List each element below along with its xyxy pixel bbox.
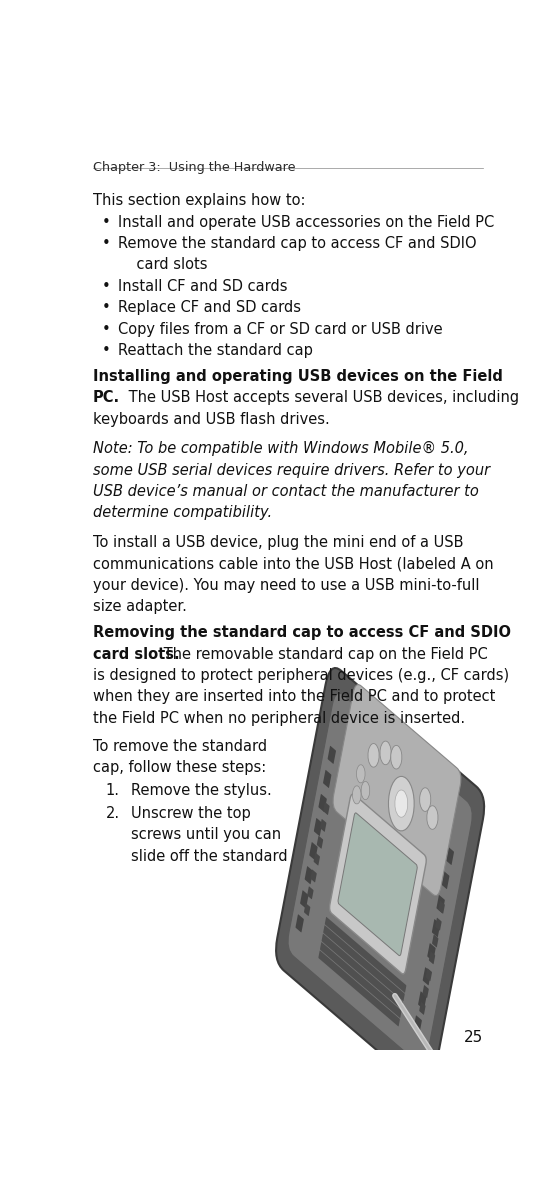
Circle shape [388,776,414,831]
FancyBboxPatch shape [305,866,313,884]
FancyBboxPatch shape [435,918,442,931]
Text: The USB Host accepts several USB devices, including: The USB Host accepts several USB devices… [123,391,519,406]
Text: Chapter 3:  Using the Hardware: Chapter 3: Using the Hardware [93,160,295,173]
Text: slide off the standard: slide off the standard [131,848,288,864]
Text: is designed to protect peripheral devices (e.g., CF cards): is designed to protect peripheral device… [93,668,509,683]
Text: Reattach the standard cap: Reattach the standard cap [118,343,314,358]
Text: To install a USB device, plug the mini end of a USB: To install a USB device, plug the mini e… [93,535,463,550]
Text: keyboards and USB flash drives.: keyboards and USB flash drives. [93,412,330,427]
FancyBboxPatch shape [330,794,426,974]
Text: •: • [101,321,110,336]
Circle shape [391,746,402,769]
FancyBboxPatch shape [304,903,310,916]
FancyBboxPatch shape [436,896,445,913]
FancyBboxPatch shape [319,794,327,812]
Text: Removing the standard cap to access CF and SDIO: Removing the standard cap to access CF a… [93,625,511,641]
FancyBboxPatch shape [427,943,436,962]
Circle shape [380,741,391,765]
FancyBboxPatch shape [324,802,330,815]
FancyBboxPatch shape [418,991,426,1009]
FancyBboxPatch shape [320,819,326,832]
Text: the Field PC when no peripheral device is inserted.: the Field PC when no peripheral device i… [93,710,465,726]
Text: USB device’s manual or contact the manufacturer to: USB device’s manual or contact the manuf… [93,484,478,499]
Text: •: • [101,236,110,251]
FancyBboxPatch shape [414,1016,422,1034]
Text: Install CF and SD cards: Install CF and SD cards [118,278,288,294]
Text: 1.: 1. [106,782,119,798]
FancyBboxPatch shape [426,969,432,981]
Text: communications cable into the USB Host (labeled A on: communications cable into the USB Host (… [93,556,493,571]
FancyBboxPatch shape [441,871,450,889]
FancyBboxPatch shape [307,886,314,899]
Circle shape [368,743,379,767]
Text: Install and operate USB accessories on the Field PC: Install and operate USB accessories on t… [118,215,495,230]
Text: Unscrew the top: Unscrew the top [131,806,251,821]
Text: Copy files from a CF or SD card or USB drive: Copy files from a CF or SD card or USB d… [118,321,443,336]
Text: Note: To be compatible with Windows Mobile® 5.0,: Note: To be compatible with Windows Mobi… [93,441,468,457]
FancyBboxPatch shape [327,746,336,763]
Text: cap, follow these steps:: cap, follow these steps: [93,760,266,775]
Text: Installing and operating USB devices on the Field: Installing and operating USB devices on … [93,369,503,385]
FancyBboxPatch shape [429,951,435,964]
FancyBboxPatch shape [432,935,439,948]
Circle shape [395,789,408,818]
Text: Remove the standard cap to access CF and SDIO: Remove the standard cap to access CF and… [118,236,477,251]
FancyBboxPatch shape [300,890,309,909]
Text: •: • [101,300,110,315]
FancyBboxPatch shape [446,847,454,865]
FancyBboxPatch shape [324,925,405,1001]
FancyBboxPatch shape [323,769,331,788]
Circle shape [361,781,370,800]
FancyBboxPatch shape [422,968,431,985]
FancyBboxPatch shape [310,870,317,883]
Text: card slots.: card slots. [93,647,179,662]
FancyBboxPatch shape [314,853,320,866]
FancyBboxPatch shape [432,919,440,937]
Text: Remove the stylus.: Remove the stylus. [131,782,272,798]
Text: •: • [101,343,110,358]
FancyBboxPatch shape [333,684,461,896]
FancyBboxPatch shape [439,900,445,913]
Circle shape [427,806,438,830]
FancyBboxPatch shape [314,818,322,837]
Text: size adapter.: size adapter. [93,599,186,614]
Text: when they are inserted into the Field PC and to protect: when they are inserted into the Field PC… [93,689,495,704]
FancyBboxPatch shape [276,668,484,1089]
FancyBboxPatch shape [422,985,429,998]
Circle shape [357,765,365,782]
Circle shape [352,786,361,804]
Text: The removable standard cap on the Field PC: The removable standard cap on the Field … [159,647,488,662]
FancyBboxPatch shape [295,914,304,932]
FancyBboxPatch shape [322,933,403,1010]
FancyBboxPatch shape [309,843,317,860]
FancyBboxPatch shape [320,942,401,1018]
FancyBboxPatch shape [325,917,406,992]
Text: determine compatibility.: determine compatibility. [93,505,272,520]
Text: 2.: 2. [106,806,119,821]
Text: To remove the standard: To remove the standard [93,739,267,754]
Text: 25: 25 [463,1030,483,1045]
Text: PC.: PC. [93,391,120,406]
Text: your device). You may need to use a USB mini-to-full: your device). You may need to use a USB … [93,578,479,592]
Text: •: • [101,215,110,230]
Text: screws until you can: screws until you can [131,827,281,843]
FancyBboxPatch shape [338,813,417,956]
FancyBboxPatch shape [419,1002,426,1015]
FancyBboxPatch shape [319,951,400,1027]
FancyBboxPatch shape [317,835,323,848]
FancyBboxPatch shape [288,694,472,1064]
Text: •: • [101,278,110,294]
Text: Replace CF and SD cards: Replace CF and SD cards [118,300,301,315]
Circle shape [420,788,431,812]
Text: This section explains how to:: This section explains how to: [93,194,305,209]
Text: card slots: card slots [118,257,208,273]
Text: some USB serial devices require drivers. Refer to your: some USB serial devices require drivers.… [93,463,490,478]
